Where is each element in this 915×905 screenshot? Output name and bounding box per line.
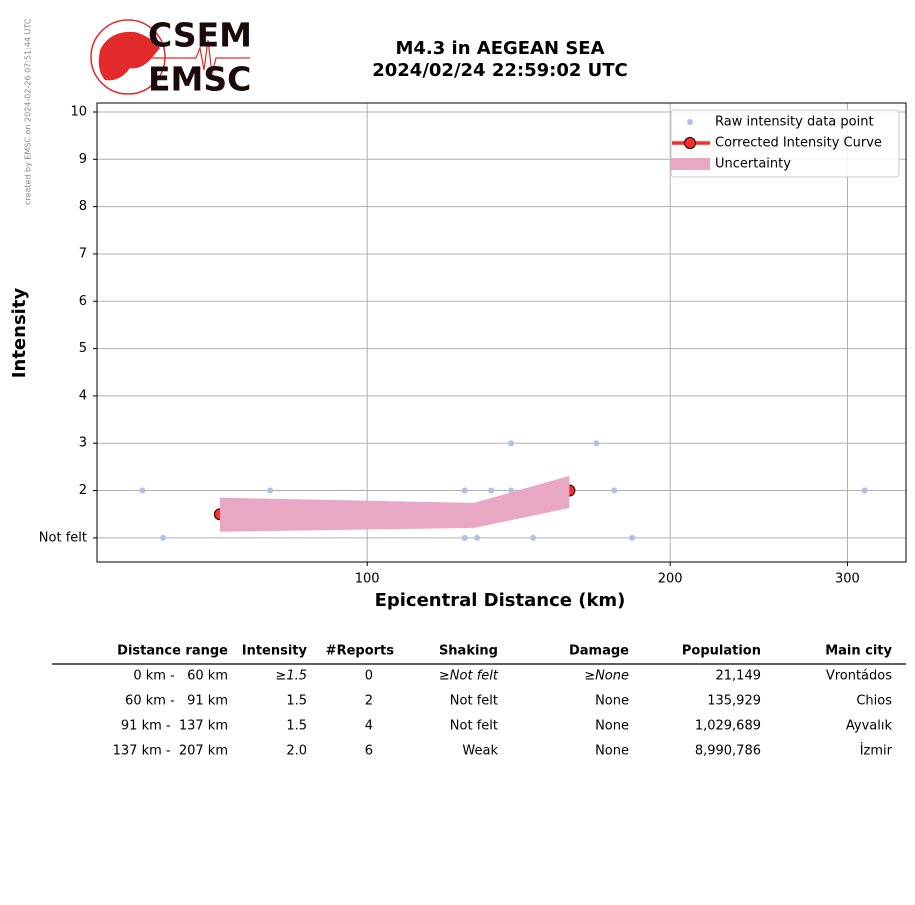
table-cell: İzmir [860, 743, 893, 759]
data-point [461, 487, 468, 494]
y-tick-label: 5 [79, 341, 87, 356]
table-cell: Weak [462, 744, 498, 759]
table-cell: None [595, 744, 629, 759]
y-tick-label: 6 [79, 294, 87, 309]
y-tick-label: 2 [79, 483, 87, 498]
table-cell: Vrontádos [826, 669, 892, 684]
table-cell: 60 km - 91 km [125, 694, 228, 709]
uncertainty-band [219, 475, 570, 532]
data-point [629, 534, 636, 541]
table-header: Distance range [117, 644, 228, 659]
table-cell: 1.5 [286, 719, 307, 734]
table-cell: 91 km - 137 km [121, 719, 228, 734]
table-cell: Chios [856, 694, 892, 709]
table-cell: ≥1.5 [275, 669, 307, 684]
legend-box [670, 109, 900, 178]
table-cell: 2 [365, 694, 373, 709]
table-cell: None [595, 719, 629, 734]
table-header: Population [682, 644, 761, 659]
data-point [488, 487, 495, 494]
data-point [160, 534, 167, 541]
data-point [611, 487, 618, 494]
table-cell: 2.0 [286, 744, 307, 759]
legend-label: Raw intensity data point [715, 115, 874, 130]
logo: CSEM EMSC [90, 16, 252, 99]
table-cell: 0 [365, 669, 373, 684]
x-axis-label: Epicentral Distance (km) [375, 590, 626, 611]
legend-label: Uncertainty [715, 157, 791, 172]
chart-title: M4.3 in AEGEAN SEA [395, 38, 604, 59]
table-cell: Not felt [450, 719, 498, 734]
y-axis-label: Intensity [9, 288, 30, 379]
chart-subtitle: 2024/02/24 22:59:02 UTC [372, 60, 628, 81]
credit: created by EMSC on 2024-02-26 07:51:44 U… [24, 18, 33, 205]
y-tick-label: 4 [79, 388, 87, 403]
data-point [461, 534, 468, 541]
table-header: Shaking [439, 644, 498, 659]
y-tick-label: 8 [79, 199, 87, 214]
x-tick-label: 300 [835, 572, 860, 587]
table-cell: ≥None [584, 669, 629, 684]
logo-top: CSEM [148, 16, 252, 55]
x-tick-label: 200 [658, 572, 683, 587]
table-cell: 1,029,689 [695, 719, 761, 734]
table-cell: ≥Not felt [439, 669, 499, 684]
data-point [474, 534, 481, 541]
table-header: Main city [825, 644, 892, 659]
table-cell: 6 [365, 744, 373, 759]
logo-circle [90, 19, 166, 95]
data-point [139, 487, 146, 494]
y-tick-label: 9 [79, 152, 87, 167]
table-cell: 4 [365, 719, 373, 734]
table-header: #Reports [326, 644, 395, 659]
data-point [508, 440, 515, 447]
data-point [593, 440, 600, 447]
table: Distance range Intensity #Reports Shaking Da… [52, 644, 906, 759]
x-tick-label: 100 [355, 572, 380, 587]
plot-frame [96, 102, 907, 563]
table-cell: 8,990,786 [695, 744, 761, 759]
table-cell: 21,149 [716, 669, 762, 684]
table-cell: 0 km - 60 km [133, 669, 228, 684]
legend-marker [687, 119, 693, 125]
y-tick-label: Not felt [39, 530, 87, 545]
table-cell: 1.5 [286, 694, 307, 709]
y-tick-label: 3 [79, 436, 87, 451]
table-cell: 137 km - 207 km [113, 744, 228, 759]
legend-marker [684, 137, 696, 149]
data-point [267, 487, 274, 494]
table-cell: 135,929 [707, 694, 761, 709]
legend-label: Corrected Intensity Curve [715, 136, 882, 151]
y-tick-label: 10 [70, 104, 87, 119]
table-cell: None [595, 694, 629, 709]
logo-map [98, 31, 160, 81]
logo-wave [150, 39, 250, 75]
table-cell: Ayvalık [846, 719, 893, 734]
y-tick-label: 7 [79, 246, 87, 261]
data-point [861, 487, 868, 494]
table-header: Intensity [242, 644, 308, 659]
logo-bottom: EMSC [148, 60, 251, 99]
table-cell: Not felt [450, 694, 498, 709]
table-header: Damage [569, 644, 629, 659]
data-point [530, 534, 537, 541]
legend-marker [671, 158, 710, 170]
